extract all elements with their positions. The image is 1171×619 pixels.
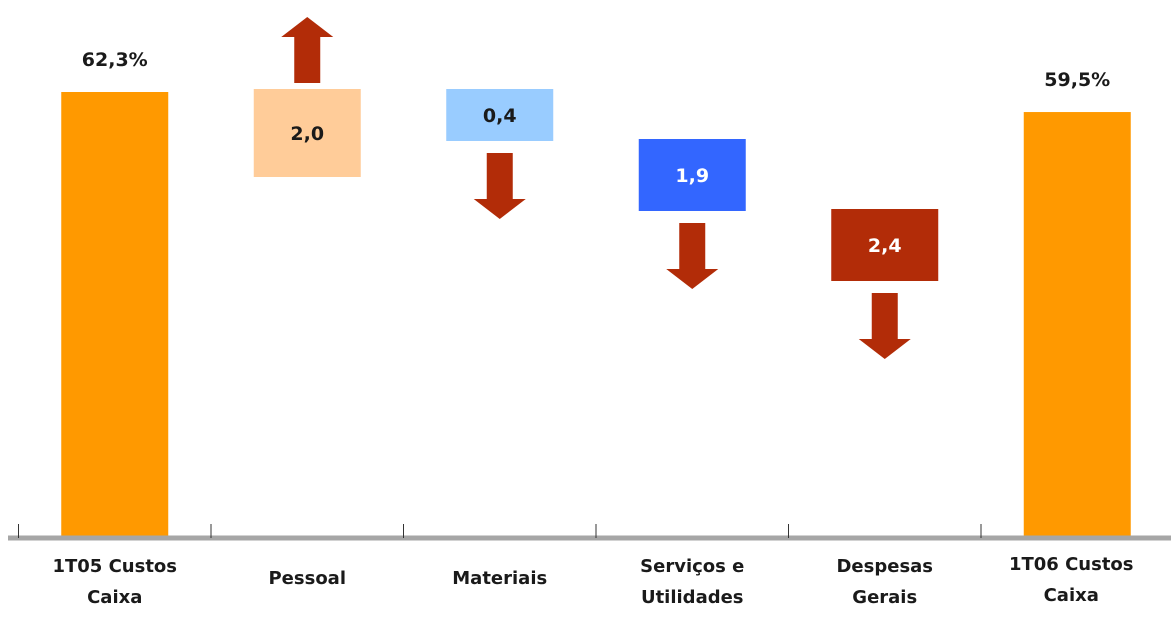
change-value-label: 0,4 xyxy=(483,105,517,127)
total-bar xyxy=(61,92,169,538)
change-box xyxy=(253,89,361,177)
total-bar xyxy=(1023,112,1131,538)
category-label: 1T05 Custos Caixa xyxy=(52,556,177,608)
change-value-label: 2,0 xyxy=(290,123,324,145)
arrow-up-icon xyxy=(281,17,334,83)
change-value-label: 2,4 xyxy=(868,235,902,257)
arrow-down-icon xyxy=(473,153,526,219)
category-label: Materiais xyxy=(452,568,547,589)
total-value-label: 62,3% xyxy=(82,49,148,71)
category-label: Pessoal xyxy=(268,568,346,589)
change-box xyxy=(446,89,554,141)
arrow-down-icon xyxy=(858,293,911,359)
x-axis xyxy=(8,524,1171,541)
chart-marks: 62,3% 59,5% 2,0 0,4 1,9 2,4 xyxy=(61,17,1131,538)
change-box xyxy=(638,139,746,211)
arrow-down-icon xyxy=(666,223,719,289)
category-label: 1T06 Custos Caixa xyxy=(1009,554,1134,606)
category-label: Serviços e Utilidades xyxy=(640,556,744,608)
category-label: Despesas Gerais xyxy=(836,556,933,608)
change-box xyxy=(831,209,939,281)
change-value-label: 1,9 xyxy=(675,165,709,187)
category-labels: 1T05 Custos Caixa Pessoal Materiais Serviços… xyxy=(52,554,1133,608)
total-value-label: 59,5% xyxy=(1044,69,1110,91)
